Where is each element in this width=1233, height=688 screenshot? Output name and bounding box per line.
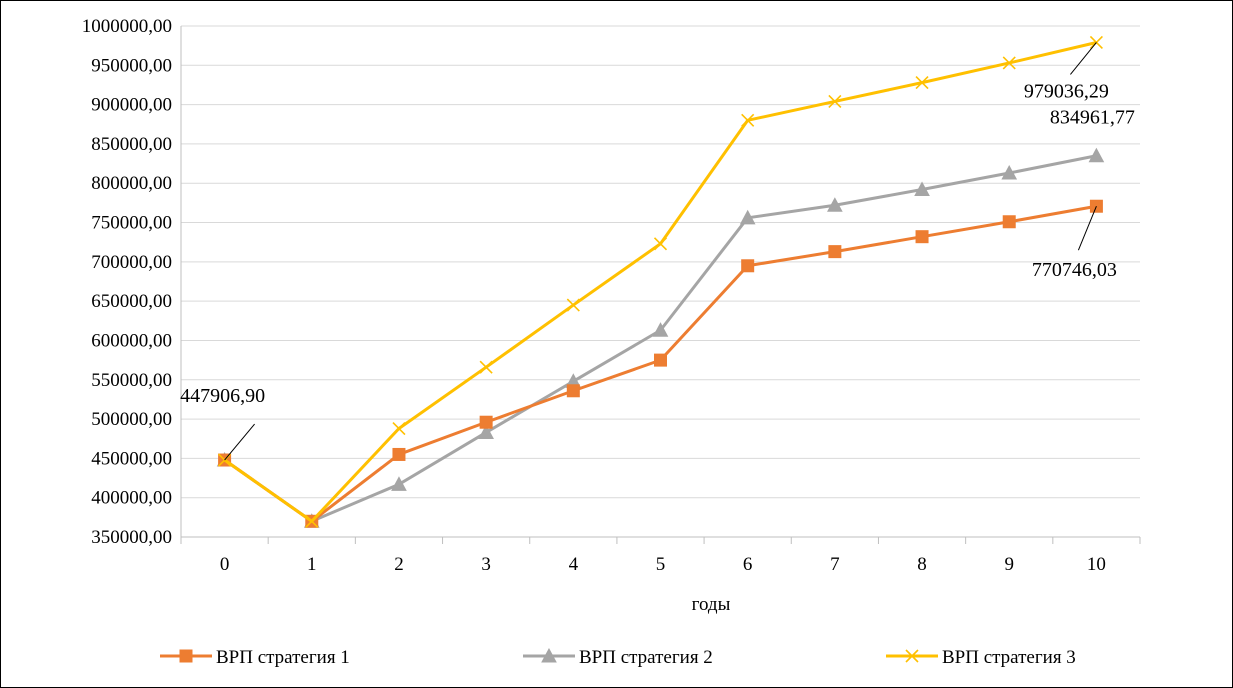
legend-label: ВРП стратегия 2 (579, 647, 713, 668)
y-tick-label: 600000,00 (91, 330, 172, 351)
annotations: 447906,90 979036,29 834961,77 770746,03 (180, 42, 1135, 461)
data-label: 770746,03 (1032, 259, 1117, 281)
y-tick-label: 650000,00 (91, 291, 172, 312)
x-tick-label: 5 (656, 554, 666, 575)
x-tick-label: 7 (830, 554, 840, 575)
y-tick-label: 700000,00 (91, 252, 172, 273)
x-tick-label: 1 (307, 554, 317, 575)
data-point-marker (1001, 164, 1018, 180)
grid-lines (181, 25, 1140, 499)
legend-item-3: ВРП стратегия 3 (886, 647, 1076, 668)
data-label: 979036,29 (1024, 80, 1109, 102)
x-tick-label: 10 (1087, 554, 1106, 575)
data-point-marker (915, 76, 929, 90)
series-3 (218, 35, 1103, 528)
annotation-leader-line (224, 423, 255, 461)
data-point-marker (391, 476, 407, 491)
y-tick-label: 750000,00 (91, 213, 172, 234)
legend-label: ВРП стратегия 1 (216, 647, 350, 668)
data-point-marker (827, 197, 843, 212)
data-point-marker (1002, 56, 1016, 70)
data-label: 447906,90 (180, 385, 265, 407)
data-point-marker (305, 514, 319, 528)
data-point-marker (654, 353, 667, 367)
data-point-marker (566, 384, 580, 398)
x-tick-label: 3 (481, 554, 491, 575)
data-label: 834961,77 (1050, 107, 1135, 129)
x-tick-label: 6 (743, 554, 753, 575)
y-tick-label: 500000,00 (91, 409, 172, 430)
data-point-marker (828, 245, 842, 259)
legend-item-2: ВРП стратегия 2 (523, 647, 713, 668)
data-point-marker (741, 113, 755, 127)
y-tick-label: 950000,00 (91, 55, 172, 76)
data-point-marker (915, 230, 929, 244)
x-tick-label: 0 (220, 554, 230, 575)
y-tick-label: 350000,00 (91, 527, 172, 548)
legend-label: ВРП стратегия 3 (942, 647, 1076, 668)
y-tick-label: 800000,00 (91, 173, 172, 194)
x-tick-label: 9 (1004, 554, 1014, 575)
data-point-marker (828, 94, 842, 109)
data-point-marker (1002, 215, 1016, 229)
legend-item-1: ВРП стратегия 1 (160, 647, 350, 668)
legend: ВРП стратегия 1 ВРП стратегия 2 ВРП страте… (160, 647, 1076, 668)
data-point-marker (392, 447, 406, 461)
data-point-marker (1088, 147, 1105, 163)
data-point-marker (905, 649, 919, 663)
data-point-marker (566, 298, 580, 312)
y-tick-label: 1000000,00 (82, 16, 172, 37)
data-point-marker (479, 360, 493, 374)
data-point-marker (478, 424, 494, 439)
data-point-marker (179, 649, 193, 663)
y-tick-labels: 350000,00 400000,00 450000,00 500000,00 5500… (82, 16, 172, 548)
data-point-marker (479, 415, 493, 429)
data-point-marker (914, 181, 930, 197)
series-group (216, 35, 1105, 528)
data-point-marker (741, 259, 755, 273)
data-point-marker (653, 237, 668, 251)
annotation-leader-line (1077, 206, 1097, 251)
y-tick-label: 450000,00 (91, 448, 172, 469)
y-tick-label: 400000,00 (91, 488, 172, 509)
y-tick-label: 850000,00 (91, 134, 172, 155)
x-tick-labels: 0 1 2 3 4 5 6 7 8 9 10 (220, 554, 1106, 575)
x-tick-label: 4 (569, 554, 579, 575)
data-point-marker (541, 647, 557, 663)
y-tick-label: 900000,00 (91, 95, 172, 116)
annotation-leader-line (1070, 42, 1097, 75)
data-point-marker (652, 322, 669, 337)
y-tick-label: 550000,00 (91, 370, 172, 391)
data-point-marker (739, 209, 756, 225)
axes (180, 26, 1141, 544)
data-point-marker (392, 421, 406, 436)
x-tick-label: 2 (394, 554, 404, 575)
x-axis-label: годы (692, 594, 731, 615)
data-point-marker (1089, 35, 1103, 50)
x-tick-label: 8 (917, 554, 927, 575)
